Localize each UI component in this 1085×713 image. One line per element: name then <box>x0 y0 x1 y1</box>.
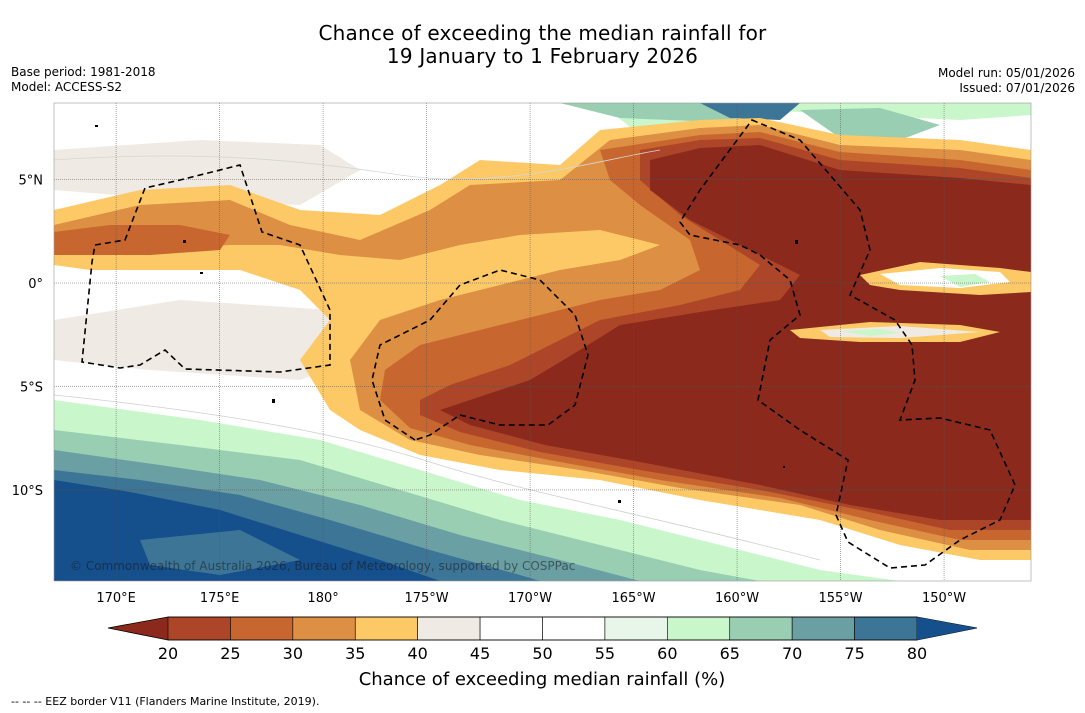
copyright-notice: © Commonwealth of Australia 2026, Bureau… <box>70 559 575 573</box>
colorbar-tick-label: 75 <box>844 644 864 663</box>
colorbar-segment <box>230 616 294 641</box>
wet-streak-north-green <box>940 274 990 287</box>
rainfall-probability-map: © Commonwealth of Australia 2026, Bureau… <box>54 103 1031 581</box>
north-wet-patch <box>800 108 940 140</box>
colorbar-tick-label: 50 <box>532 644 552 663</box>
colorbar-segment <box>604 616 668 641</box>
latitude-label: 0° <box>28 277 43 292</box>
eez-borders <box>81 119 1016 569</box>
colorbar-tick-label: 65 <box>720 644 740 663</box>
colorbar: 20 25 30 35 40 45 50 55 60 65 70 75 80 Chance of exc… <box>107 616 978 690</box>
island <box>183 240 186 243</box>
colorbar-segment <box>354 616 418 641</box>
colorbar-tick-label: 30 <box>283 644 303 663</box>
north-wet-band-65-70 <box>420 103 800 122</box>
latitude-label: 5°S <box>20 380 43 395</box>
graticule <box>54 103 1031 581</box>
eez-border-tuvalu <box>81 164 331 373</box>
eez-border-kiribati-cook <box>679 119 1016 569</box>
eez-legend-note: -- -- -- EEZ border V11 (Flanders Marine… <box>11 695 320 708</box>
dry-patch-west <box>54 225 230 255</box>
latitude-label: 10°S <box>12 484 43 499</box>
near-normal-patch-central <box>54 300 380 380</box>
eez-border-tokelau <box>371 269 589 441</box>
colorbar-under-arrow <box>108 617 168 640</box>
longitude-label: 155°W <box>818 591 862 606</box>
island <box>200 272 203 274</box>
longitude-label: 170°W <box>508 591 552 606</box>
colorbar-label: Chance of exceeding median rainfall (%) <box>359 669 726 690</box>
south-wet-inner-patch <box>140 530 300 575</box>
wet-streak-south-core <box>820 326 980 338</box>
wet-streak-south-green <box>840 329 900 336</box>
latitude-label: 5°N <box>19 174 44 189</box>
colorbar-segment <box>167 616 231 641</box>
chart-title: Chance of exceeding the median rainfall … <box>0 22 1085 68</box>
colorbar-tick-label: 25 <box>220 644 240 663</box>
colorbar-segment <box>292 616 356 641</box>
islands <box>95 125 798 503</box>
island <box>272 399 275 403</box>
longitude-label: 165°W <box>611 591 655 606</box>
colorbar-segment <box>791 616 855 641</box>
longitude-label: 175°E <box>200 591 240 606</box>
colorbar-tick-label: 20 <box>158 644 178 663</box>
colorbar-tick-label: 55 <box>595 644 615 663</box>
colorbar-segment <box>729 616 793 641</box>
colorbar-segment <box>417 616 481 641</box>
longitude-label: 170°E <box>96 591 136 606</box>
model-name: Model: ACCESS-S2 <box>11 80 123 94</box>
north-wet-band-75-80 <box>700 103 800 120</box>
island <box>618 500 621 503</box>
colorbar-segment <box>542 616 606 641</box>
colorbar-tick-labels: 20 25 30 35 40 45 50 55 60 65 70 75 80 <box>158 644 927 663</box>
colorbar-tick-label: 70 <box>782 644 802 663</box>
contour-line <box>54 394 821 561</box>
longitude-label: 175°W <box>404 591 448 606</box>
colorbar-tick-label: 35 <box>345 644 365 663</box>
colorbar-segments <box>107 616 978 641</box>
map-frame <box>53 102 1032 582</box>
title-line-1: Chance of exceeding the median rainfall … <box>318 21 767 45</box>
base-period: Base period: 1981-2018 <box>11 65 156 79</box>
island <box>795 240 798 244</box>
colorbar-tick-label: 60 <box>657 644 677 663</box>
longitude-label: 150°W <box>922 591 966 606</box>
colorbar-tick-label: 80 <box>907 644 927 663</box>
issued-date: Issued: 07/01/2026 <box>959 81 1075 95</box>
colorbar-segment <box>667 616 731 641</box>
dry-core-below-20 <box>440 145 1031 520</box>
model-info: Base period: 1981-2018 Model: ACCESS-S2 <box>11 65 156 95</box>
longitude-label: 160°W <box>715 591 759 606</box>
colorbar-over-arrow <box>917 617 977 640</box>
colorbar-segment <box>854 616 918 641</box>
longitude-labels: 170°E 175°E 180° 175°W 170°W 165°W 160°W 155°W 1… <box>96 591 966 606</box>
latitude-labels: 5°N 0° 5°S 10°S <box>12 174 43 499</box>
longitude-label: 180° <box>307 591 338 606</box>
title-line-2: 19 January to 1 February 2026 <box>386 44 699 68</box>
run-info: Model run: 05/01/2026 Issued: 07/01/2026 <box>938 66 1075 96</box>
island <box>95 125 98 127</box>
colorbar-segment <box>479 616 543 641</box>
island <box>783 466 785 468</box>
colorbar-tick-label: 45 <box>470 644 490 663</box>
colorbar-tick-label: 40 <box>407 644 427 663</box>
model-run: Model run: 05/01/2026 <box>937 66 1075 80</box>
contour-line <box>54 149 661 180</box>
